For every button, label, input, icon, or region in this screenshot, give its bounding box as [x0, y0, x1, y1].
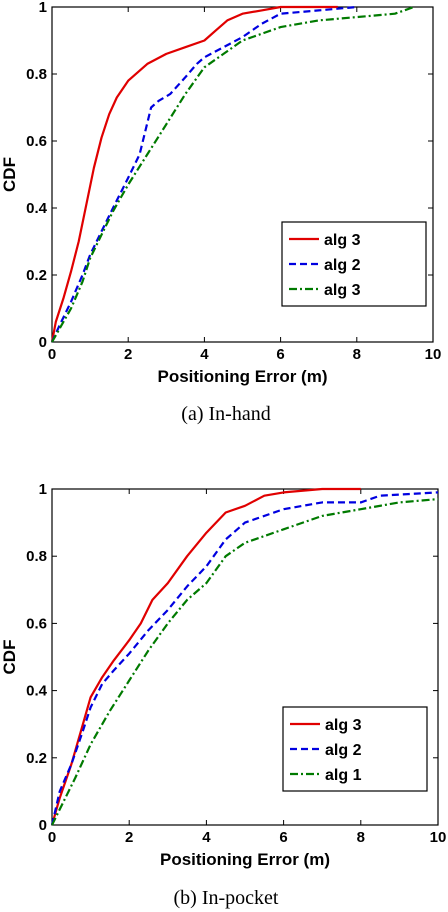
- y-tick-label: 0.2: [26, 267, 47, 284]
- plot-frame: [51, 488, 439, 826]
- y-tick-label: 0.4: [26, 683, 48, 700]
- x-tick-label: 8: [357, 829, 365, 846]
- y-tick-label: 0.8: [26, 548, 47, 565]
- legend: alg 3 alg 2 alg 1: [282, 706, 428, 792]
- legend: alg 3 alg 2 alg 3: [281, 221, 427, 307]
- legend-label: alg 2: [325, 742, 362, 759]
- y-tick-label: 0.8: [26, 66, 47, 83]
- x-axis-label: Positioning Error (m): [158, 367, 328, 386]
- x-tick-label: 10: [430, 829, 447, 846]
- chart-panel: 0 2 4 6 8 10 0 0.2 0.4 0.6 0.8 1 Positioning Error (…: [0, 0, 441, 425]
- series-line: [51, 498, 439, 826]
- x-tick-label: 2: [125, 829, 133, 846]
- x-tick-label: 2: [124, 346, 132, 363]
- legend-label: alg 3: [324, 232, 361, 249]
- series-line: [50, 487, 361, 826]
- y-tick-label: 1: [39, 0, 47, 16]
- x-tick-label: 6: [276, 346, 284, 363]
- x-tick-label: 0: [48, 346, 56, 363]
- legend-label: alg 2: [324, 257, 361, 274]
- plot-frame: [51, 6, 434, 343]
- x-tick-label: 4: [202, 829, 211, 846]
- x-tick-label: 10: [425, 346, 442, 363]
- series-line: [51, 5, 415, 343]
- y-tick-label: 0: [39, 334, 47, 351]
- legend-label: alg 3: [325, 717, 362, 734]
- legend-label: alg 1: [325, 767, 362, 784]
- x-tick-label: 4: [200, 346, 209, 363]
- legend-label: alg 3: [324, 282, 361, 299]
- y-axis-label: CDF: [0, 157, 19, 192]
- x-tick-label: 6: [279, 829, 287, 846]
- y-tick-label: 0.6: [26, 615, 47, 632]
- x-tick-label: 8: [353, 346, 361, 363]
- figure-caption: (b) In-pocket: [174, 887, 279, 909]
- series-line: [50, 5, 357, 343]
- figure-caption: (a) In-hand: [181, 403, 270, 425]
- y-tick-label: 0: [39, 817, 47, 834]
- y-axis-label: CDF: [0, 640, 19, 675]
- chart-panel: 0 2 4 6 8 10 0 0.2 0.4 0.6 0.8 1 Positioning Error (…: [0, 481, 446, 909]
- y-tick-label: 0.6: [26, 133, 47, 150]
- series-line: [50, 491, 439, 826]
- y-tick-label: 1: [39, 481, 47, 498]
- y-tick-label: 0.2: [26, 750, 47, 767]
- x-tick-label: 0: [48, 829, 56, 846]
- y-tick-label: 0.4: [26, 200, 48, 217]
- series-line: [50, 5, 338, 343]
- x-axis-label: Positioning Error (m): [160, 850, 330, 869]
